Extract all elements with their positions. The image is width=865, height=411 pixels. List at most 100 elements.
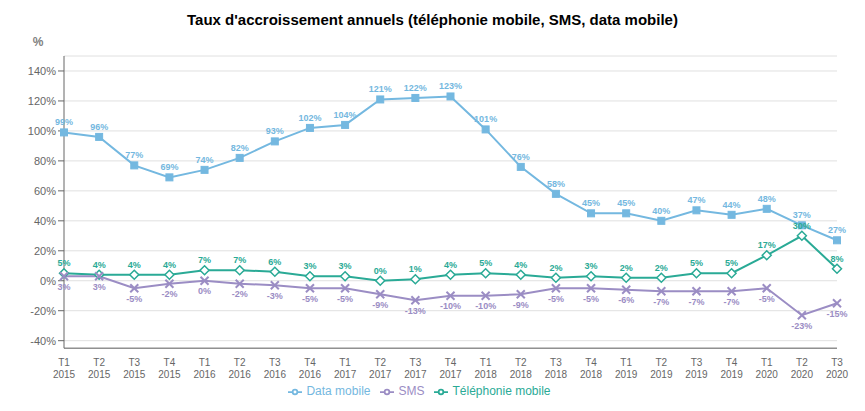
svg-text:80%: 80% (34, 155, 56, 167)
svg-text:45%: 45% (582, 198, 600, 208)
svg-text:-9%: -9% (513, 300, 529, 310)
svg-text:T22019: T22019 (650, 357, 673, 380)
svg-text:0%: 0% (374, 266, 387, 276)
svg-text:-7%: -7% (688, 297, 704, 307)
svg-text:8%: 8% (830, 254, 843, 264)
svg-text:-7%: -7% (724, 297, 740, 307)
svg-text:7%: 7% (198, 255, 211, 265)
svg-text:4%: 4% (514, 260, 527, 270)
svg-text:69%: 69% (160, 162, 178, 172)
svg-text:-10%: -10% (475, 301, 496, 311)
svg-text:60%: 60% (34, 185, 56, 197)
svg-text:-5%: -5% (126, 294, 142, 304)
svg-text:T32016: T32016 (264, 357, 287, 380)
svg-text:6%: 6% (268, 257, 281, 267)
svg-text:101%: 101% (474, 114, 497, 124)
svg-text:-2%: -2% (161, 289, 177, 299)
svg-text:-15%: -15% (826, 309, 847, 319)
svg-text:-20%: -20% (30, 305, 56, 317)
svg-text:3%: 3% (57, 282, 70, 292)
svg-text:58%: 58% (547, 179, 565, 189)
svg-text:T32017: T32017 (404, 357, 427, 380)
svg-text:93%: 93% (266, 126, 284, 136)
svg-text:40%: 40% (34, 215, 56, 227)
svg-text:77%: 77% (125, 150, 143, 160)
svg-text:74%: 74% (196, 155, 214, 165)
svg-text:T32020: T32020 (826, 357, 849, 380)
svg-text:-5%: -5% (302, 294, 318, 304)
svg-text:2%: 2% (655, 263, 668, 273)
svg-text:T42018: T42018 (580, 357, 603, 380)
svg-text:4%: 4% (93, 260, 106, 270)
svg-text:1%: 1% (409, 264, 422, 274)
svg-text:102%: 102% (298, 113, 321, 123)
svg-text:T32015: T32015 (123, 357, 146, 380)
svg-text:44%: 44% (723, 200, 741, 210)
svg-text:-3%: -3% (267, 291, 283, 301)
svg-text:-23%: -23% (791, 321, 812, 331)
svg-text:4%: 4% (444, 260, 457, 270)
svg-text:2%: 2% (549, 263, 562, 273)
svg-text:-5%: -5% (759, 294, 775, 304)
svg-text:37%: 37% (793, 210, 811, 220)
svg-text:5%: 5% (57, 258, 70, 268)
svg-text:T22020: T22020 (791, 357, 814, 380)
svg-text:T12017: T12017 (334, 357, 357, 380)
svg-text:7%: 7% (233, 255, 246, 265)
svg-text:-9%: -9% (372, 300, 388, 310)
svg-text:47%: 47% (687, 195, 705, 205)
svg-text:%: % (33, 35, 44, 49)
svg-text:-10%: -10% (440, 301, 461, 311)
svg-text:0%: 0% (198, 286, 211, 296)
svg-text:T22017: T22017 (369, 357, 392, 380)
svg-text:76%: 76% (512, 152, 530, 162)
svg-text:140%: 140% (28, 65, 56, 77)
svg-text:T32018: T32018 (545, 357, 568, 380)
svg-text:-13%: -13% (405, 306, 426, 316)
svg-text:-7%: -7% (653, 297, 669, 307)
svg-text:-6%: -6% (618, 295, 634, 305)
svg-text:99%: 99% (55, 117, 73, 127)
svg-text:3%: 3% (339, 261, 352, 271)
svg-text:5%: 5% (725, 258, 738, 268)
svg-text:121%: 121% (369, 84, 392, 94)
svg-text:T42016: T42016 (299, 357, 322, 380)
svg-text:3%: 3% (303, 261, 316, 271)
svg-text:T22016: T22016 (229, 357, 252, 380)
svg-text:T32019: T32019 (685, 357, 708, 380)
svg-text:40%: 40% (652, 206, 670, 216)
svg-text:T42017: T42017 (439, 357, 462, 380)
svg-text:30%: 30% (793, 221, 811, 231)
svg-text:T12019: T12019 (615, 357, 638, 380)
svg-text:-5%: -5% (548, 294, 564, 304)
svg-text:123%: 123% (439, 81, 462, 91)
svg-text:5%: 5% (690, 258, 703, 268)
svg-text:4%: 4% (128, 260, 141, 270)
svg-text:100%: 100% (28, 125, 56, 137)
svg-text:T42015: T42015 (158, 357, 181, 380)
svg-text:T42019: T42019 (720, 357, 743, 380)
svg-text:-40%: -40% (30, 335, 56, 347)
svg-text:82%: 82% (231, 143, 249, 153)
svg-text:2%: 2% (620, 263, 633, 273)
svg-text:48%: 48% (758, 194, 776, 204)
svg-text:120%: 120% (28, 95, 56, 107)
svg-text:T22018: T22018 (510, 357, 533, 380)
svg-text:T12018: T12018 (475, 357, 498, 380)
svg-text:T12020: T12020 (756, 357, 779, 380)
svg-text:27%: 27% (828, 225, 846, 235)
svg-text:-2%: -2% (232, 289, 248, 299)
svg-text:104%: 104% (334, 110, 357, 120)
svg-text:4%: 4% (163, 260, 176, 270)
svg-text:0%: 0% (40, 275, 56, 287)
svg-text:17%: 17% (758, 240, 776, 250)
svg-text:45%: 45% (617, 198, 635, 208)
svg-text:T12015: T12015 (53, 357, 76, 380)
svg-text:T22015: T22015 (88, 357, 111, 380)
svg-text:96%: 96% (90, 122, 108, 132)
svg-text:-5%: -5% (337, 294, 353, 304)
svg-text:122%: 122% (404, 83, 427, 93)
svg-text:20%: 20% (34, 245, 56, 257)
svg-text:3%: 3% (93, 282, 106, 292)
svg-text:5%: 5% (479, 258, 492, 268)
